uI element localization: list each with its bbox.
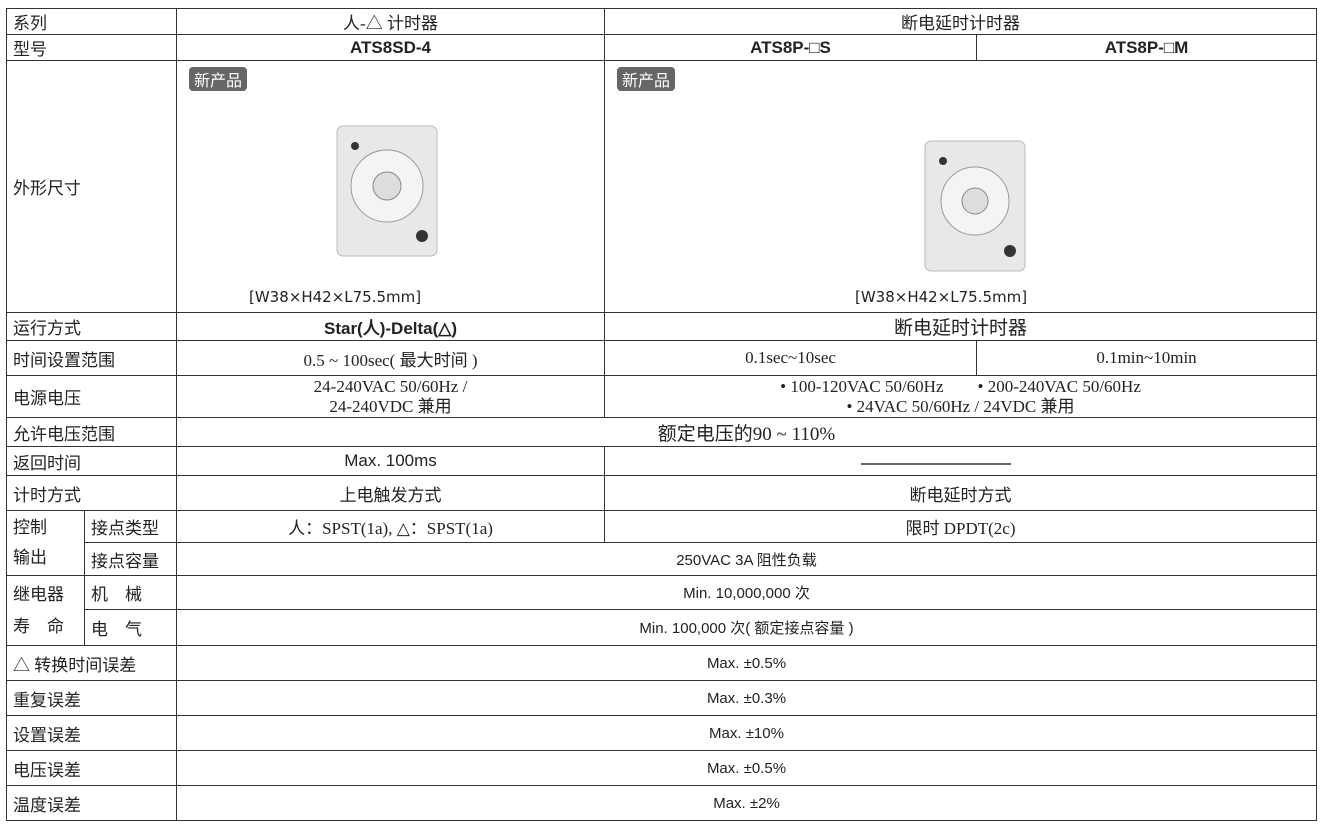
text: 24-240VDC 兼用 (329, 396, 452, 416)
row: 外形尺寸 新产品 [W38×H42×L75.5mm] 新产品 [W38×H42×… (6, 60, 1317, 313)
row: 时间设置范围 0.5 ~ 100sec( 最大时间 ) 0.1sec~10sec… (6, 340, 1317, 376)
cell: 断电延时计时器 (604, 8, 1317, 35)
cell: Max. ±2% (176, 785, 1317, 821)
cell: 新产品 [W38×H42×L75.5mm] (604, 60, 1317, 313)
cell: 250VAC 3A 阻性负载 (176, 542, 1317, 576)
cell: 额定电压的90 ~ 110% (176, 417, 1317, 447)
cell: 24-240VAC 50/60Hz /24-240VDC 兼用 (176, 375, 605, 418)
row: 电压误差 Max. ±0.5% (6, 750, 1317, 786)
cell: Max. ±10% (176, 715, 1317, 751)
cell: 新产品 [W38×H42×L75.5mm] (176, 60, 605, 313)
cell: 电 气 (84, 609, 177, 646)
cell: 外形尺寸 (6, 60, 177, 313)
cell: Max. ±0.5% (176, 750, 1317, 786)
row: 型号 ATS8SD-4 ATS8P-□S ATS8P-□M (6, 34, 1317, 61)
cell: Min. 10,000,000 次 (176, 575, 1317, 610)
cell: Max. ±0.3% (176, 680, 1317, 716)
row: 返回时间 Max. 100ms (6, 446, 1317, 476)
cell: ATS8P-□M (976, 34, 1317, 61)
cell: 计时方式 (6, 475, 177, 511)
cell: 系列 (6, 8, 177, 35)
cell: 0.1min~10min (976, 340, 1317, 376)
cell (604, 446, 1317, 476)
cell: 温度误差 (6, 785, 177, 821)
text: • 100-120VAC 50/60Hz • 200-240VAC 50/60H… (611, 377, 1310, 397)
cell: 接点类型 (84, 510, 177, 543)
badge: 新产品 (189, 67, 248, 91)
cell: 返回时间 (6, 446, 177, 476)
cell: 断电延时方式 (604, 475, 1317, 511)
row: 电 气 Min. 100,000 次( 额定接点容量 ) (7, 609, 1317, 646)
row: 设置误差 Max. ±10% (6, 715, 1317, 751)
cell: • 100-120VAC 50/60Hz • 200-240VAC 50/60H… (604, 375, 1317, 418)
cell: 接点容量 (84, 542, 177, 576)
cell: 电压误差 (6, 750, 177, 786)
cell: 继电器寿 命 (6, 575, 85, 646)
row: 允许电压范围 额定电压的90 ~ 110% (6, 417, 1317, 447)
row: 继电器寿 命 机 械 Min. 10,000,000 次 (6, 575, 1317, 646)
row: 电源电压 24-240VAC 50/60Hz /24-240VDC 兼用 • 1… (6, 375, 1317, 418)
cell: 重复误差 (6, 680, 177, 716)
spec-table: 系列 人-△ 计时器 断电延时计时器 型号 ATS8SD-4 ATS8P-□S … (6, 8, 1317, 821)
row: 接点容量 250VAC 3A 阻性负载 (7, 542, 1317, 576)
cell: 人：SPST(1a), △：SPST(1a) (176, 510, 605, 543)
cell: 0.5 ~ 100sec( 最大时间 ) (176, 340, 605, 376)
cell: 允许电压范围 (6, 417, 177, 447)
dash-line (860, 463, 1011, 465)
text: 输出 (13, 548, 47, 567)
badge: 新产品 (617, 67, 676, 91)
cell: 上电触发方式 (176, 475, 605, 511)
row: △ 转换时间误差 Max. ±0.5% (6, 645, 1317, 681)
text: 继电器 (13, 584, 64, 604)
cell: Star(人)-Delta(△) (176, 312, 605, 341)
row: 计时方式 上电触发方式 断电延时方式 (6, 475, 1317, 511)
text: 寿 命 (13, 616, 64, 636)
cell: 断电延时计时器 (604, 312, 1317, 341)
product-image (336, 125, 438, 257)
cell: Min. 100,000 次( 额定接点容量 ) (176, 609, 1317, 646)
text: • 24VAC 50/60Hz / 24VDC 兼用 (846, 396, 1075, 416)
cell: 设置误差 (6, 715, 177, 751)
cell: 限时 DPDT(2c) (604, 510, 1317, 543)
cell: △ 转换时间误差 (6, 645, 177, 681)
cell: 0.1sec~10sec (604, 340, 977, 376)
cell: Max. ±0.5% (176, 645, 1317, 681)
row: 重复误差 Max. ±0.3% (6, 680, 1317, 716)
text: • 100-120VAC 50/60Hz (780, 376, 944, 396)
text: • 200-240VAC 50/60Hz (977, 376, 1141, 396)
dimension: [W38×H42×L75.5mm] (249, 288, 422, 306)
text: 控制 (13, 518, 47, 537)
cell: 电源电压 (6, 375, 177, 418)
row: 系列 人-△ 计时器 断电延时计时器 (6, 8, 1317, 35)
cell: 人-△ 计时器 (176, 8, 605, 35)
cell: 运行方式 (6, 312, 177, 341)
cell: 机 械 (84, 575, 177, 610)
product-image (924, 140, 1026, 272)
cell: 时间设置范围 (6, 340, 177, 376)
row: 控制输出 接点类型 人：SPST(1a), △：SPST(1a) 限时 DPDT… (6, 510, 1317, 576)
cell: ATS8P-□S (604, 34, 977, 61)
cell: 控制 输出 (6, 510, 85, 576)
row: 温度误差 Max. ±2% (6, 785, 1317, 821)
cell: Max. 100ms (176, 446, 605, 476)
cell: 型号 (6, 34, 177, 61)
row: 运行方式 Star(人)-Delta(△) 断电延时计时器 (6, 312, 1317, 341)
text: 24-240VAC 50/60Hz / (313, 376, 468, 396)
cell: ATS8SD-4 (176, 34, 605, 61)
dimension: [W38×H42×L75.5mm] (855, 288, 1028, 306)
